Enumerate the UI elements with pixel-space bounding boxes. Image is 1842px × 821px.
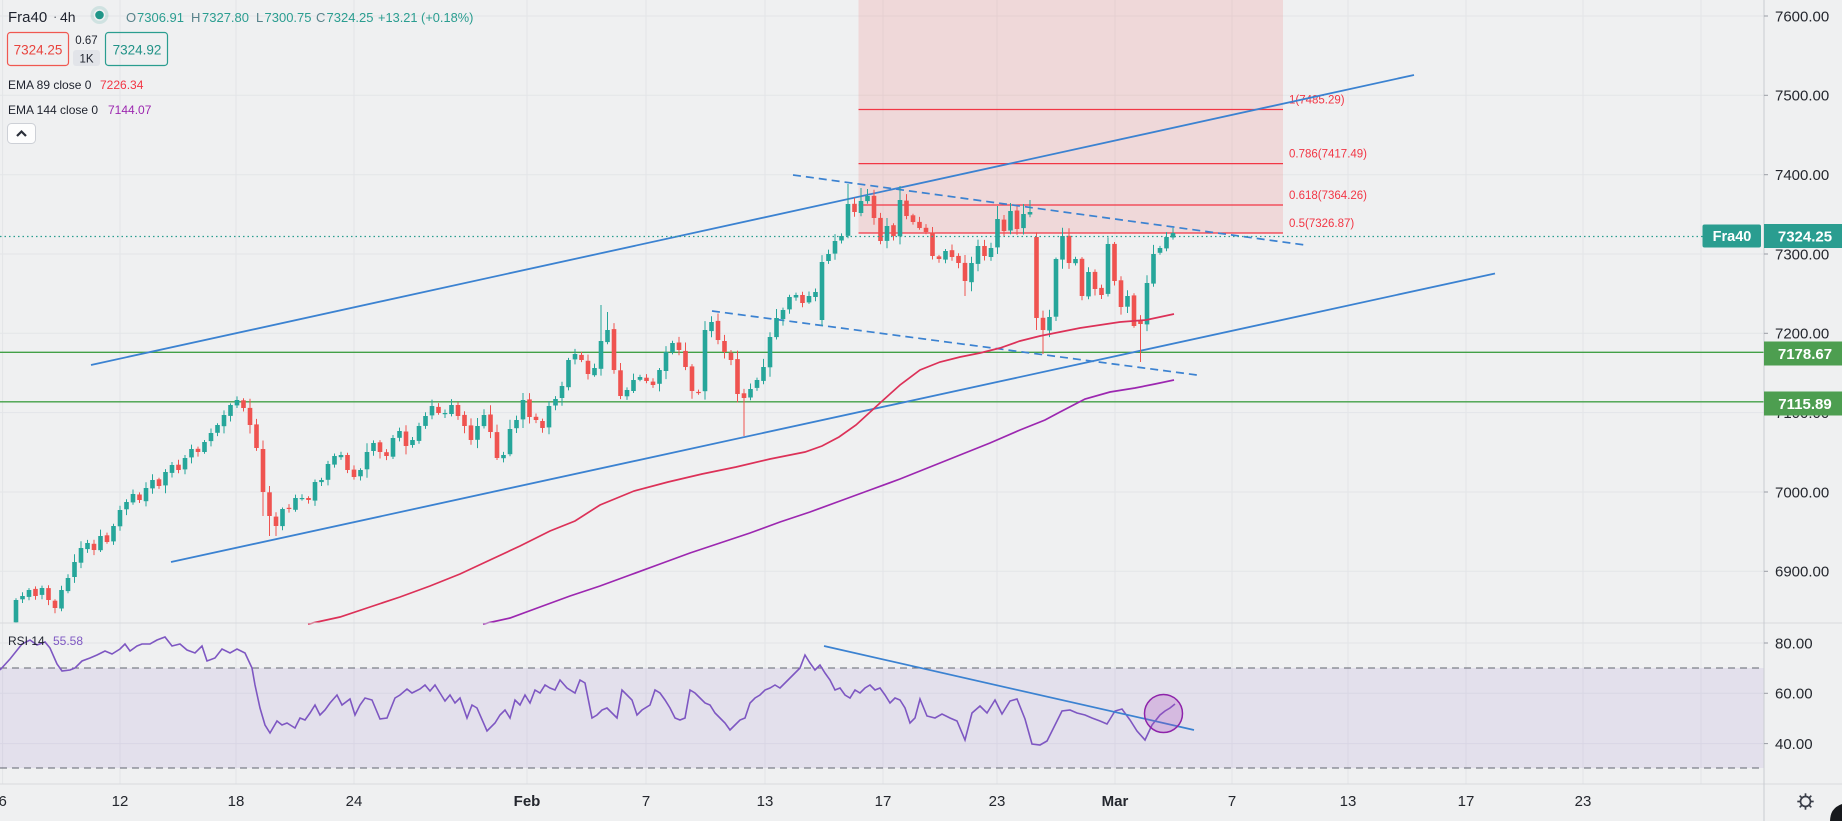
svg-text:1K: 1K [79, 54, 93, 66]
svg-text:24: 24 [346, 793, 363, 810]
svg-text:7144.07: 7144.07 [108, 103, 152, 117]
svg-text:7226.34: 7226.34 [100, 78, 144, 92]
svg-text:7: 7 [1228, 793, 1236, 810]
svg-text:12: 12 [112, 793, 129, 810]
svg-text:55.58: 55.58 [53, 634, 83, 648]
svg-text:80.00: 80.00 [1775, 635, 1813, 652]
svg-text:7000.00: 7000.00 [1775, 484, 1829, 501]
svg-text:O: O [126, 10, 136, 25]
svg-text:Fra40: Fra40 [8, 9, 47, 26]
svg-text:1(7485.29): 1(7485.29) [1289, 95, 1345, 107]
svg-text:7300.75: 7300.75 [265, 10, 312, 25]
svg-text:18: 18 [228, 793, 245, 810]
svg-text:+13.21 (+0.18%): +13.21 (+0.18%) [378, 10, 473, 25]
svg-text:7600.00: 7600.00 [1775, 8, 1829, 25]
svg-text:7324.92: 7324.92 [113, 43, 162, 58]
svg-text:EMA 144 close 0: EMA 144 close 0 [8, 103, 98, 117]
svg-text:13: 13 [1340, 793, 1357, 810]
svg-text:40.00: 40.00 [1775, 736, 1813, 753]
svg-text:7327.80: 7327.80 [202, 10, 249, 25]
svg-text:C: C [316, 10, 325, 25]
svg-text:7306.91: 7306.91 [137, 10, 184, 25]
svg-text:0.67: 0.67 [75, 35, 97, 47]
svg-text:7400.00: 7400.00 [1775, 167, 1829, 184]
svg-text:4h: 4h [60, 9, 76, 25]
svg-text:60.00: 60.00 [1775, 686, 1813, 703]
svg-text:L: L [256, 10, 263, 25]
svg-text:7115.89: 7115.89 [1778, 396, 1831, 413]
svg-text:Mar: Mar [1102, 793, 1129, 810]
svg-text:7500.00: 7500.00 [1775, 88, 1829, 105]
svg-text:Fra40: Fra40 [1713, 229, 1752, 245]
svg-text:0.618(7364.26): 0.618(7364.26) [1289, 190, 1367, 202]
svg-text:7: 7 [642, 793, 650, 810]
svg-text:17: 17 [875, 793, 892, 810]
svg-text:6900.00: 6900.00 [1775, 564, 1829, 581]
svg-text:7324.25: 7324.25 [327, 10, 374, 25]
svg-text:13: 13 [757, 793, 774, 810]
svg-text:RSI 14: RSI 14 [8, 634, 45, 648]
svg-text:23: 23 [1575, 793, 1592, 810]
svg-text:6: 6 [0, 793, 7, 810]
svg-text:7300.00: 7300.00 [1775, 246, 1829, 263]
svg-text:23: 23 [989, 793, 1006, 810]
svg-text:7324.25: 7324.25 [14, 43, 63, 58]
svg-text:Feb: Feb [514, 793, 541, 810]
svg-text:7200.00: 7200.00 [1775, 326, 1829, 343]
svg-text:EMA 89 close 0: EMA 89 close 0 [8, 78, 92, 92]
svg-text:0.786(7417.49): 0.786(7417.49) [1289, 149, 1367, 161]
svg-text:7178.67: 7178.67 [1778, 346, 1832, 363]
svg-text:·: · [53, 9, 57, 24]
svg-text:H: H [191, 10, 200, 25]
svg-text:17: 17 [1458, 793, 1475, 810]
svg-text:7324.25: 7324.25 [1778, 229, 1832, 246]
svg-text:0.5(7326.87): 0.5(7326.87) [1289, 218, 1354, 230]
